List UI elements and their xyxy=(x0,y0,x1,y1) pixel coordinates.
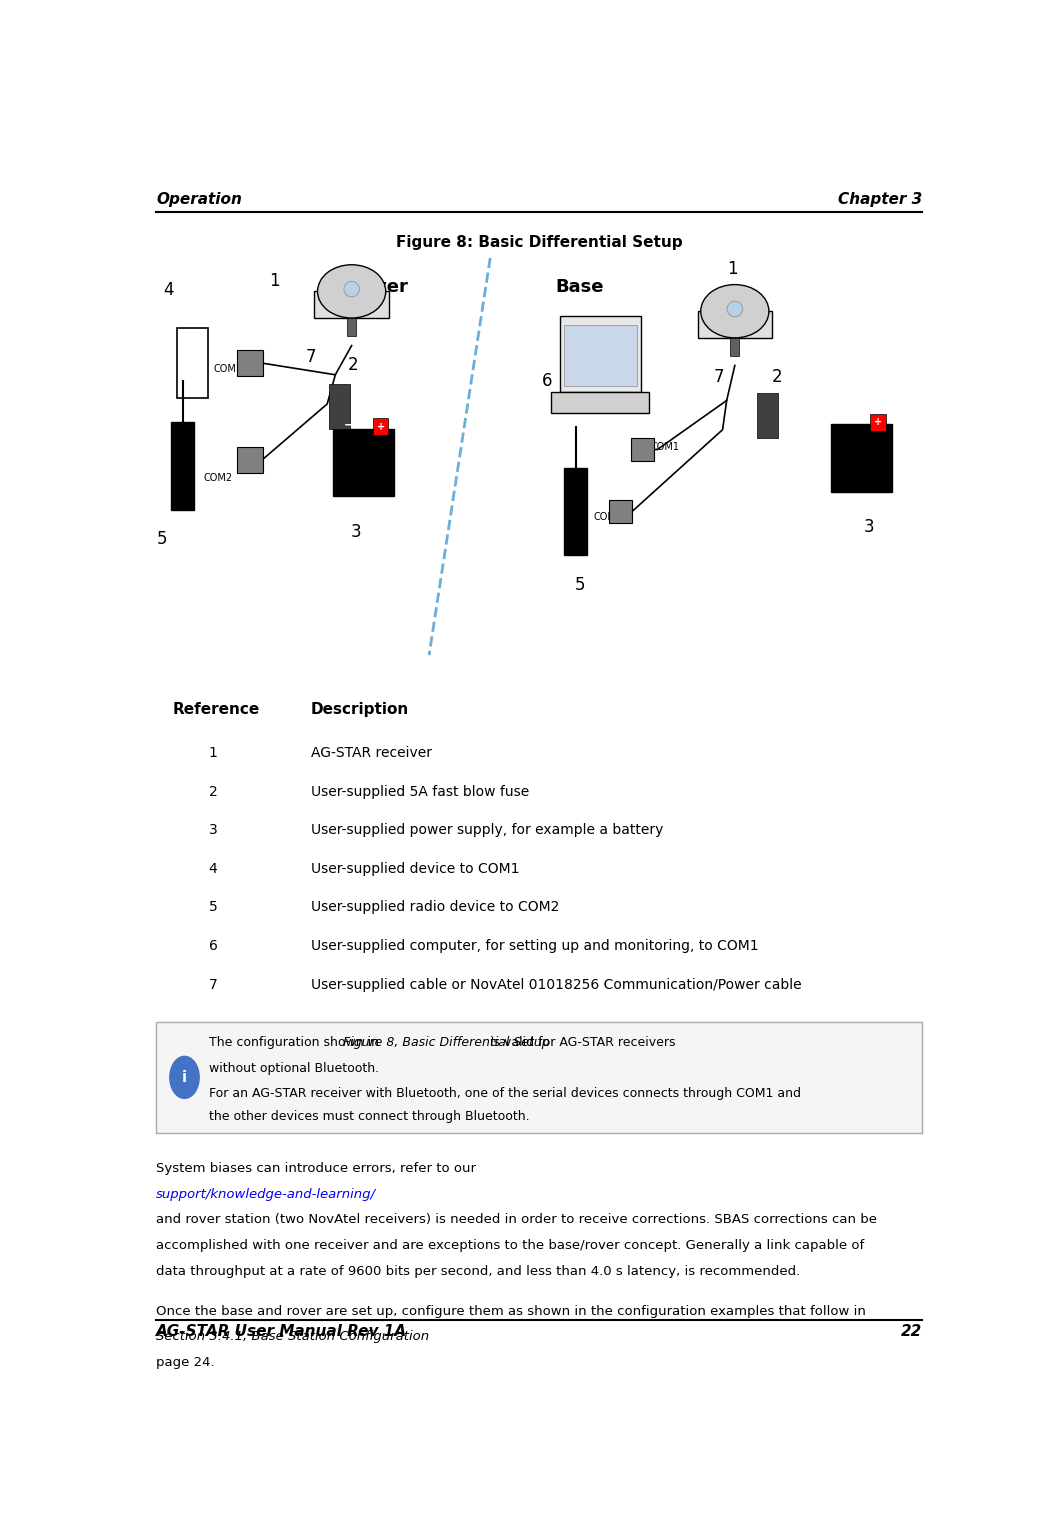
Bar xyxy=(171,422,195,510)
Ellipse shape xyxy=(318,265,386,319)
Bar xyxy=(609,501,632,523)
Ellipse shape xyxy=(727,302,743,317)
Text: Chapter 3: Chapter 3 xyxy=(838,191,923,206)
Text: COM1: COM1 xyxy=(650,441,679,452)
Text: page 24.: page 24. xyxy=(156,1356,215,1368)
Bar xyxy=(347,319,357,335)
Text: support/knowledge-and-learning/: support/knowledge-and-learning/ xyxy=(156,1188,376,1201)
Text: 4: 4 xyxy=(208,862,218,875)
Bar xyxy=(756,393,778,438)
Text: Rover: Rover xyxy=(350,278,409,296)
Text: data throughput at a rate of 9600 bits per second, and less than 4.0 s latency, : data throughput at a rate of 9600 bits p… xyxy=(156,1265,801,1277)
Text: 3: 3 xyxy=(864,519,874,537)
Text: COM2: COM2 xyxy=(593,513,623,522)
Text: 1: 1 xyxy=(727,259,737,278)
Text: 6: 6 xyxy=(542,372,552,390)
Text: 1: 1 xyxy=(269,273,280,290)
Text: Operation: Operation xyxy=(156,191,242,206)
Text: For an AG-STAR receiver with Bluetooth, one of the serial devices connects throu: For an AG-STAR receiver with Bluetooth, … xyxy=(209,1088,801,1100)
Text: 7: 7 xyxy=(713,369,724,387)
Text: COM2: COM2 xyxy=(203,473,232,482)
Text: User-supplied cable or NovAtel 01018256 Communication/Power cable: User-supplied cable or NovAtel 01018256 … xyxy=(311,977,802,992)
Text: Figure 8: Basic Differential Setup: Figure 8: Basic Differential Setup xyxy=(396,235,683,250)
Circle shape xyxy=(169,1056,199,1098)
Text: Section 3.4.1, Base Station Configuration: Section 3.4.1, Base Station Configuratio… xyxy=(156,1330,429,1343)
Text: the other devices must connect through Bluetooth.: the other devices must connect through B… xyxy=(209,1109,529,1123)
Text: Base: Base xyxy=(555,278,604,296)
Bar xyxy=(730,338,740,355)
Text: 3: 3 xyxy=(350,523,361,542)
Text: System biases can introduce errors, refer to our: System biases can introduce errors, refe… xyxy=(156,1162,480,1176)
Text: without optional Bluetooth.: without optional Bluetooth. xyxy=(209,1062,379,1074)
Text: Reference: Reference xyxy=(173,702,260,718)
Text: Once the base and rover are set up, configure them as shown in the configuration: Once the base and rover are set up, conf… xyxy=(156,1305,866,1318)
Text: Figure 8, Basic Differential Setup: Figure 8, Basic Differential Setup xyxy=(344,1036,550,1048)
Bar xyxy=(565,467,587,555)
Bar xyxy=(373,419,388,435)
Text: 1: 1 xyxy=(208,746,218,760)
Bar xyxy=(315,291,389,319)
Text: User-supplied device to COM1: User-supplied device to COM1 xyxy=(311,862,520,875)
Text: is valid for AG-STAR receivers: is valid for AG-STAR receivers xyxy=(486,1036,675,1048)
Bar xyxy=(564,325,636,387)
Text: accomplished with one receiver and are exceptions to the base/rover concept. Gen: accomplished with one receiver and are e… xyxy=(156,1239,864,1252)
Bar xyxy=(333,428,394,496)
Text: 7: 7 xyxy=(306,349,316,366)
Text: 2: 2 xyxy=(208,784,218,799)
Text: COM1: COM1 xyxy=(213,364,242,373)
Text: User-supplied radio device to COM2: User-supplied radio device to COM2 xyxy=(311,901,560,915)
Text: 5: 5 xyxy=(157,529,167,548)
Text: 5: 5 xyxy=(574,575,585,593)
Text: −: − xyxy=(343,419,353,432)
Text: 2: 2 xyxy=(771,369,782,387)
Text: 6: 6 xyxy=(208,939,218,953)
Text: 2: 2 xyxy=(347,355,358,373)
Text: User-supplied 5A fast blow fuse: User-supplied 5A fast blow fuse xyxy=(311,784,529,799)
Text: and rover station (two NovAtel receivers) is needed in order to receive correcti: and rover station (two NovAtel receivers… xyxy=(156,1214,877,1226)
Text: AG-STAR receiver: AG-STAR receiver xyxy=(311,746,432,760)
Bar xyxy=(551,393,649,413)
Bar xyxy=(237,350,263,376)
Ellipse shape xyxy=(701,285,769,338)
Ellipse shape xyxy=(344,281,360,297)
Text: The configuration shown in: The configuration shown in xyxy=(209,1036,383,1048)
Text: +: + xyxy=(874,417,882,428)
Bar xyxy=(870,414,886,431)
Text: User-supplied power supply, for example a battery: User-supplied power supply, for example … xyxy=(311,824,663,837)
Text: i: i xyxy=(182,1069,187,1085)
Text: AG-STAR User Manual Rev 1A: AG-STAR User Manual Rev 1A xyxy=(156,1324,407,1340)
Text: 5: 5 xyxy=(208,901,218,915)
Text: 7: 7 xyxy=(208,977,218,992)
Text: Description: Description xyxy=(311,702,409,718)
Bar xyxy=(237,448,263,473)
Text: −: − xyxy=(841,414,851,426)
Bar xyxy=(177,328,208,397)
Text: 3: 3 xyxy=(208,824,218,837)
Bar xyxy=(697,311,772,338)
Bar xyxy=(831,423,892,492)
Bar xyxy=(560,317,641,393)
FancyBboxPatch shape xyxy=(156,1022,923,1133)
Bar xyxy=(329,384,350,429)
Bar xyxy=(631,438,654,461)
Text: 4: 4 xyxy=(163,281,174,299)
Text: User-supplied computer, for setting up and monitoring, to COM1: User-supplied computer, for setting up a… xyxy=(311,939,758,953)
Text: +: + xyxy=(377,422,385,432)
Text: 22: 22 xyxy=(902,1324,923,1340)
